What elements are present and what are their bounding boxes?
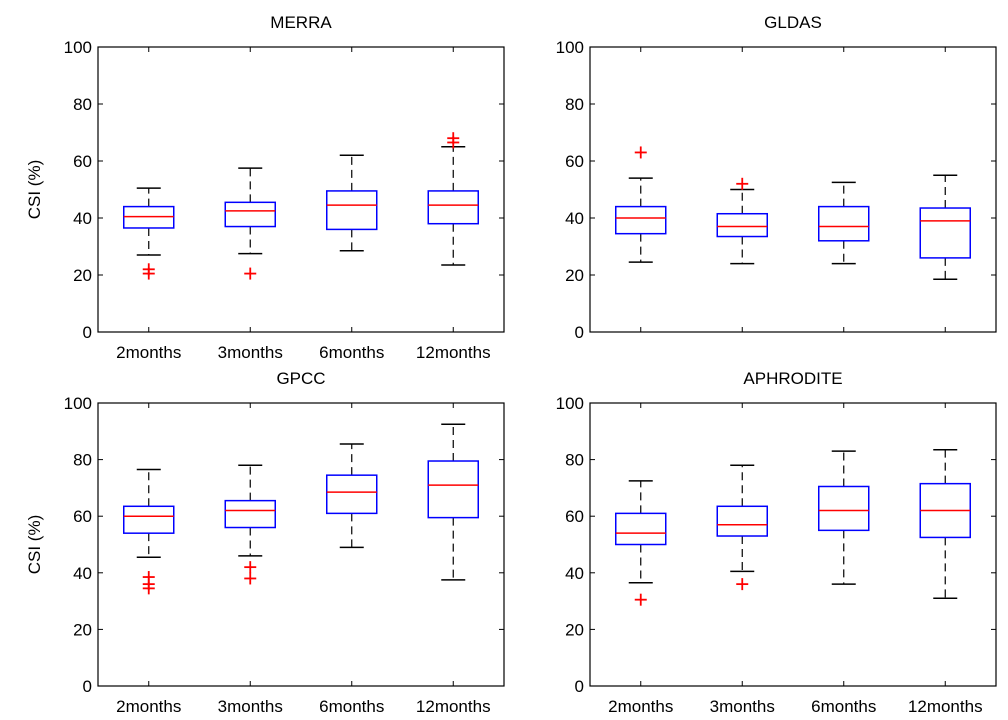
y-tick-label: 0 <box>575 677 584 696</box>
iqr-box <box>123 505 175 534</box>
y-tick-label: 40 <box>73 209 92 228</box>
iqr-box <box>224 201 276 228</box>
subplot-title: MERRA <box>270 13 332 32</box>
x-tick-label: 12months <box>416 343 491 362</box>
y-tick-label: 20 <box>73 620 92 639</box>
iqr-box <box>326 474 378 515</box>
y-tick-label: 20 <box>565 620 584 639</box>
x-tick-label: 2months <box>116 697 181 716</box>
x-tick-label: 6months <box>811 697 876 716</box>
subplot-1: 0 20 40 60 80 100 GLDAS <box>556 13 997 342</box>
box-1 <box>716 464 768 591</box>
iqr-box <box>615 205 667 235</box>
outlier-marker <box>244 267 257 280</box>
iqr-box <box>326 190 378 231</box>
box-1 <box>224 464 276 585</box>
x-tick-label: 2months <box>608 697 673 716</box>
iqr-box <box>919 207 971 259</box>
axes-frame <box>589 402 997 687</box>
y-tick-label: 0 <box>83 323 92 342</box>
x-tick-label: 6months <box>319 697 384 716</box>
y-tick-label: 100 <box>556 38 584 57</box>
y-tick-label: 60 <box>73 152 92 171</box>
y-axis-label: CSI (%) <box>25 515 44 575</box>
y-tick-label: 20 <box>73 266 92 285</box>
axes-frame <box>97 402 505 687</box>
box-1 <box>224 167 276 280</box>
subplot-title: GPCC <box>276 369 325 388</box>
axes-frame <box>589 46 997 333</box>
iqr-box <box>818 205 870 242</box>
box-0 <box>123 187 175 280</box>
y-tick-label: 60 <box>73 507 92 526</box>
x-tick-label: 12months <box>416 697 491 716</box>
y-tick-label: 40 <box>565 564 584 583</box>
subplot-2: 0 20 40 60 80 100 2months 3months 6months 12month… <box>25 369 505 716</box>
iqr-box <box>716 505 768 537</box>
y-tick-label: 0 <box>575 323 584 342</box>
y-tick-label: 100 <box>64 394 92 413</box>
box-0 <box>615 480 667 606</box>
y-tick-label: 80 <box>565 95 584 114</box>
outlier-marker <box>634 146 647 159</box>
subplot-3: 0 20 40 60 80 100 2months 3months 6months 12month… <box>556 369 997 716</box>
box-2 <box>326 154 378 252</box>
outlier-marker <box>634 593 647 606</box>
y-tick-label: 80 <box>565 451 584 470</box>
outlier-marker <box>142 571 155 584</box>
box-1 <box>716 177 768 265</box>
y-tick-label: 60 <box>565 507 584 526</box>
subplot-title: APHRODITE <box>743 369 842 388</box>
box-3 <box>919 174 971 281</box>
x-tick-label: 3months <box>218 343 283 362</box>
outlier-marker <box>736 578 749 591</box>
x-tick-label: 2months <box>116 343 181 362</box>
iqr-box <box>224 499 276 529</box>
box-2 <box>326 443 378 549</box>
box-2 <box>818 450 870 585</box>
y-tick-label: 80 <box>73 451 92 470</box>
outlier-marker <box>736 177 749 190</box>
x-tick-label: 12months <box>908 697 983 716</box>
box-0 <box>123 468 175 595</box>
y-tick-label: 40 <box>73 564 92 583</box>
x-tick-label: 6months <box>319 343 384 362</box>
y-tick-label: 20 <box>565 266 584 285</box>
box-3 <box>919 448 971 600</box>
box-3 <box>427 423 479 581</box>
box-0 <box>615 146 667 263</box>
box-3 <box>427 132 479 266</box>
y-tick-label: 80 <box>73 95 92 114</box>
box-2 <box>818 181 870 265</box>
y-tick-label: 0 <box>83 677 92 696</box>
outlier-marker <box>142 263 155 276</box>
y-tick-label: 100 <box>556 394 584 413</box>
outlier-marker <box>447 132 460 145</box>
y-tick-label: 40 <box>565 209 584 228</box>
y-tick-label: 60 <box>565 152 584 171</box>
y-axis-label: CSI (%) <box>25 160 44 220</box>
subplot-0: 0 20 40 60 80 100 2months 3months 6months 12month… <box>25 13 505 362</box>
iqr-box <box>716 212 768 238</box>
subplot-title: GLDAS <box>764 13 822 32</box>
outlier-marker <box>244 561 257 574</box>
axes-frame <box>97 46 505 333</box>
iqr-box <box>427 190 479 225</box>
outlier-marker <box>244 572 257 585</box>
iqr-box <box>615 512 667 546</box>
iqr-box <box>818 485 870 532</box>
x-tick-label: 3months <box>218 697 283 716</box>
iqr-box <box>427 460 479 519</box>
x-tick-label: 3months <box>710 697 775 716</box>
y-tick-label: 100 <box>64 38 92 57</box>
